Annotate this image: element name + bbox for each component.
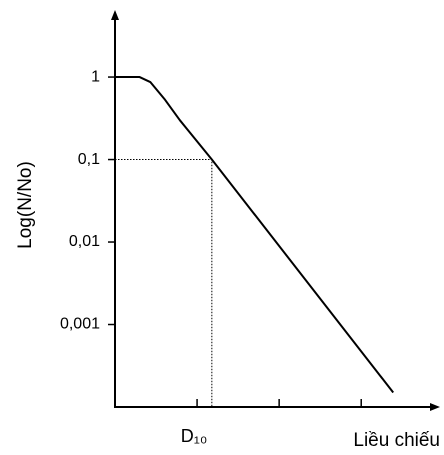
y-axis-title: Log(N/No) xyxy=(15,161,36,249)
x-axis-arrow xyxy=(430,403,440,411)
x-tick-label: D₁₀ xyxy=(181,426,208,446)
curve xyxy=(115,76,395,394)
y-tick-label: 1 xyxy=(91,68,100,85)
y-tick-label: 0,01 xyxy=(69,233,100,250)
y-tick-label: 0,1 xyxy=(78,151,100,168)
x-axis-title: Liều chiếu xyxy=(353,430,440,451)
y-tick-label: 0,001 xyxy=(60,316,100,333)
reference-line xyxy=(115,159,213,407)
y-axis-arrow xyxy=(111,10,119,20)
